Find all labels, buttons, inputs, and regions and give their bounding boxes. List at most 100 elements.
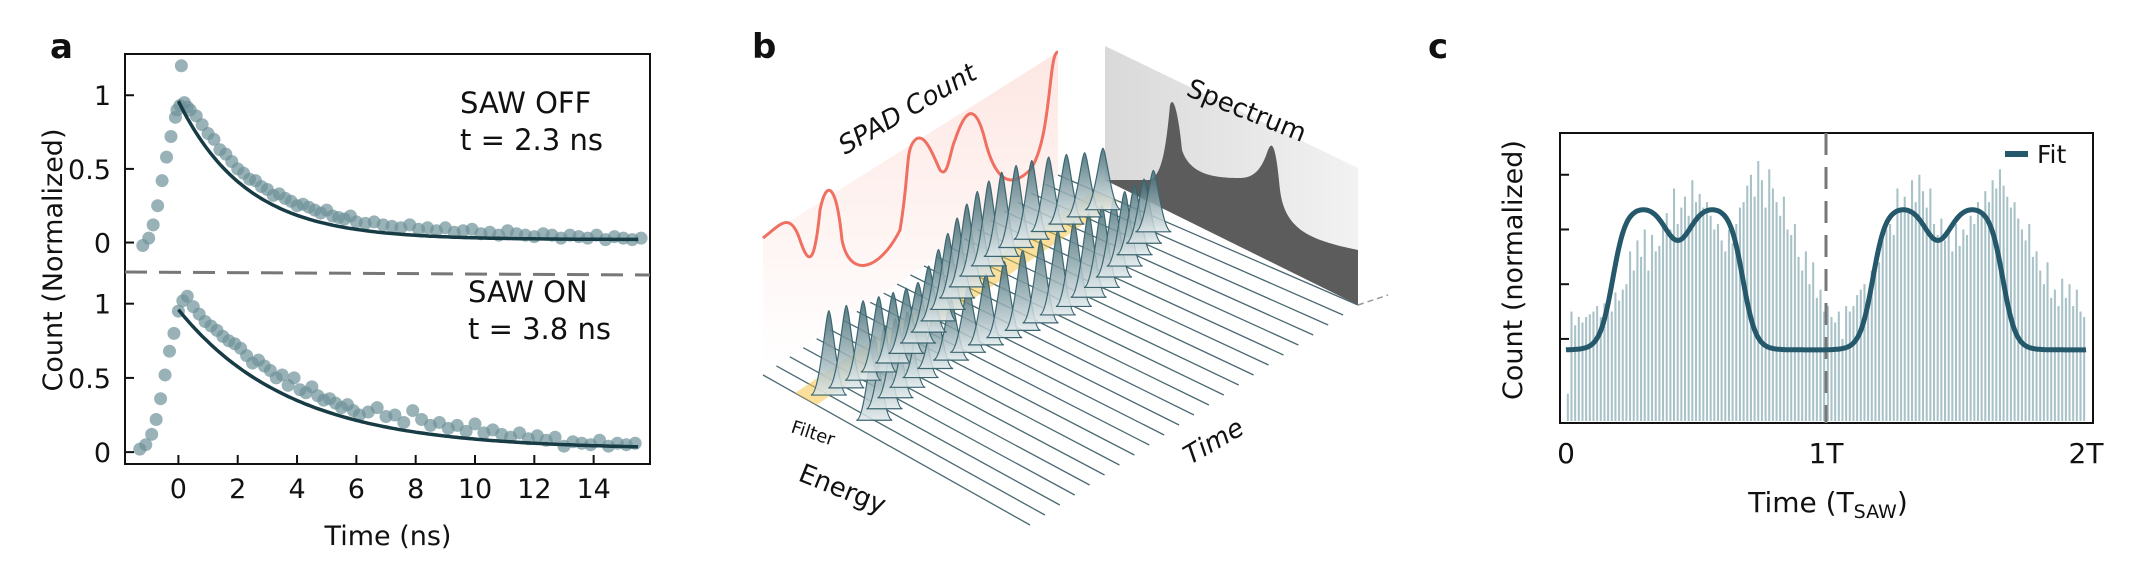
histogram-bar [1698, 193, 1701, 421]
histogram-bar [1808, 284, 1811, 421]
histogram-bar [1797, 256, 1800, 421]
histogram-bar [1984, 191, 1987, 421]
histogram-bar [1914, 202, 1917, 421]
histogram-bar [1973, 224, 1976, 421]
histogram-bar [1636, 240, 1639, 421]
x-tick-label: 2 [229, 474, 246, 505]
histogram-bar [1987, 202, 1990, 421]
data-point [142, 231, 156, 245]
histogram-bar [1577, 317, 1580, 421]
data-point [388, 408, 402, 422]
histogram-bar [1896, 188, 1899, 421]
histogram-bar [1705, 202, 1709, 421]
histogram-bar [2079, 311, 2082, 421]
panel-a: SAW OFF t = 2.3 ns SAW ON t = 3.8 ns 0 2 4… [38, 53, 651, 552]
histogram-bar [1581, 322, 1584, 421]
histogram-bar [1720, 240, 1723, 421]
histogram-bar [1592, 311, 1595, 421]
histogram-bar [1958, 245, 1961, 421]
histogram-bar [1716, 224, 1720, 421]
histogram-bar [1903, 196, 1906, 421]
histogram-bar [1779, 215, 1782, 421]
annotation-saw-off: SAW OFF [460, 86, 591, 120]
histogram-bar [1819, 289, 1822, 421]
histogram-bar [2046, 262, 2049, 421]
data-point [145, 427, 159, 441]
data-point [548, 430, 562, 444]
panel-a-xlabel: Time (ns) [324, 521, 452, 552]
histogram-bar [1823, 311, 1826, 421]
histogram-bar [1618, 300, 1621, 421]
histogram-bar [1651, 234, 1654, 421]
histogram-bar [1998, 169, 2001, 421]
histogram-bar [1709, 215, 1712, 421]
histogram-bar [2064, 297, 2067, 421]
histogram-bar [1815, 297, 1818, 421]
histogram-bar [1632, 270, 1635, 421]
histogram-bar [1947, 229, 1950, 421]
y-tick-label: 1 [94, 81, 111, 112]
histogram-bar [1742, 202, 1745, 421]
histogram-bar [1603, 303, 1606, 421]
histogram-bar [1951, 251, 1954, 421]
x-tick-2t: 2T [2069, 437, 2105, 470]
histogram-bar [1713, 229, 1716, 421]
panel-c-y-ticks [1560, 173, 1569, 340]
histogram-bar [1830, 317, 1833, 421]
histogram-bar [1969, 215, 1972, 421]
histogram-bar [1943, 240, 1947, 421]
histogram-bar [1892, 234, 1895, 421]
panel-label-b: b [752, 27, 776, 67]
data-point [207, 132, 221, 146]
histogram-bar [1812, 262, 1815, 421]
histogram-bar [1585, 317, 1588, 421]
data-point [149, 412, 163, 426]
histogram-bar [1625, 284, 1628, 421]
y-tick-label: 0 [94, 229, 111, 260]
panel-a-divider [124, 270, 651, 277]
y-tick-label: 0.5 [68, 155, 111, 186]
histogram-bar [2017, 218, 2020, 421]
histogram-bar [1757, 161, 1760, 421]
histogram-bar [1662, 224, 1665, 421]
histogram-bar [1852, 306, 1855, 421]
histogram-bar [2057, 306, 2060, 421]
histogram-bar [1768, 169, 1771, 421]
histogram-bar [1738, 207, 1741, 421]
histogram-bar [1658, 245, 1661, 421]
histogram-bar [1845, 306, 1848, 421]
histogram-bar [2028, 224, 2031, 421]
histogram-bar [2053, 289, 2056, 421]
histogram-bar [2020, 229, 2023, 421]
histogram-bar [1867, 297, 1870, 421]
histogram-bar [2050, 297, 2053, 421]
histogram-bar [1786, 229, 1789, 421]
histogram-bar [1870, 270, 1873, 421]
histogram-bar [1848, 311, 1851, 421]
histogram-bar [1965, 234, 1969, 421]
histogram-bar [1691, 180, 1694, 421]
histogram-bar [1954, 224, 1958, 421]
data-point [139, 438, 153, 452]
histogram-bar [1907, 213, 1910, 421]
fit-label-saw-on: t = 3.8 ns [468, 312, 611, 346]
data-point [468, 417, 482, 431]
histogram-bar [1801, 270, 1804, 421]
histogram-bar [1859, 289, 1862, 421]
xlabel-sub: SAW [1854, 501, 1897, 523]
histogram-bar [1640, 256, 1643, 421]
data-point [634, 231, 648, 245]
fit-curve [1565, 207, 2087, 353]
histogram-bar [1687, 215, 1690, 421]
histogram-bar [2042, 284, 2045, 421]
histogram-bar [1863, 284, 1866, 421]
data-point [154, 392, 168, 406]
histogram-bar [1925, 207, 1928, 421]
data-point [151, 199, 165, 213]
histogram-bar [1753, 196, 1756, 421]
histogram-bar [1588, 314, 1591, 421]
emission-peak [1135, 169, 1172, 233]
spectrum-trace [1105, 102, 1358, 305]
filter-label: Filter [788, 417, 837, 451]
histogram-bar [1918, 174, 1921, 421]
